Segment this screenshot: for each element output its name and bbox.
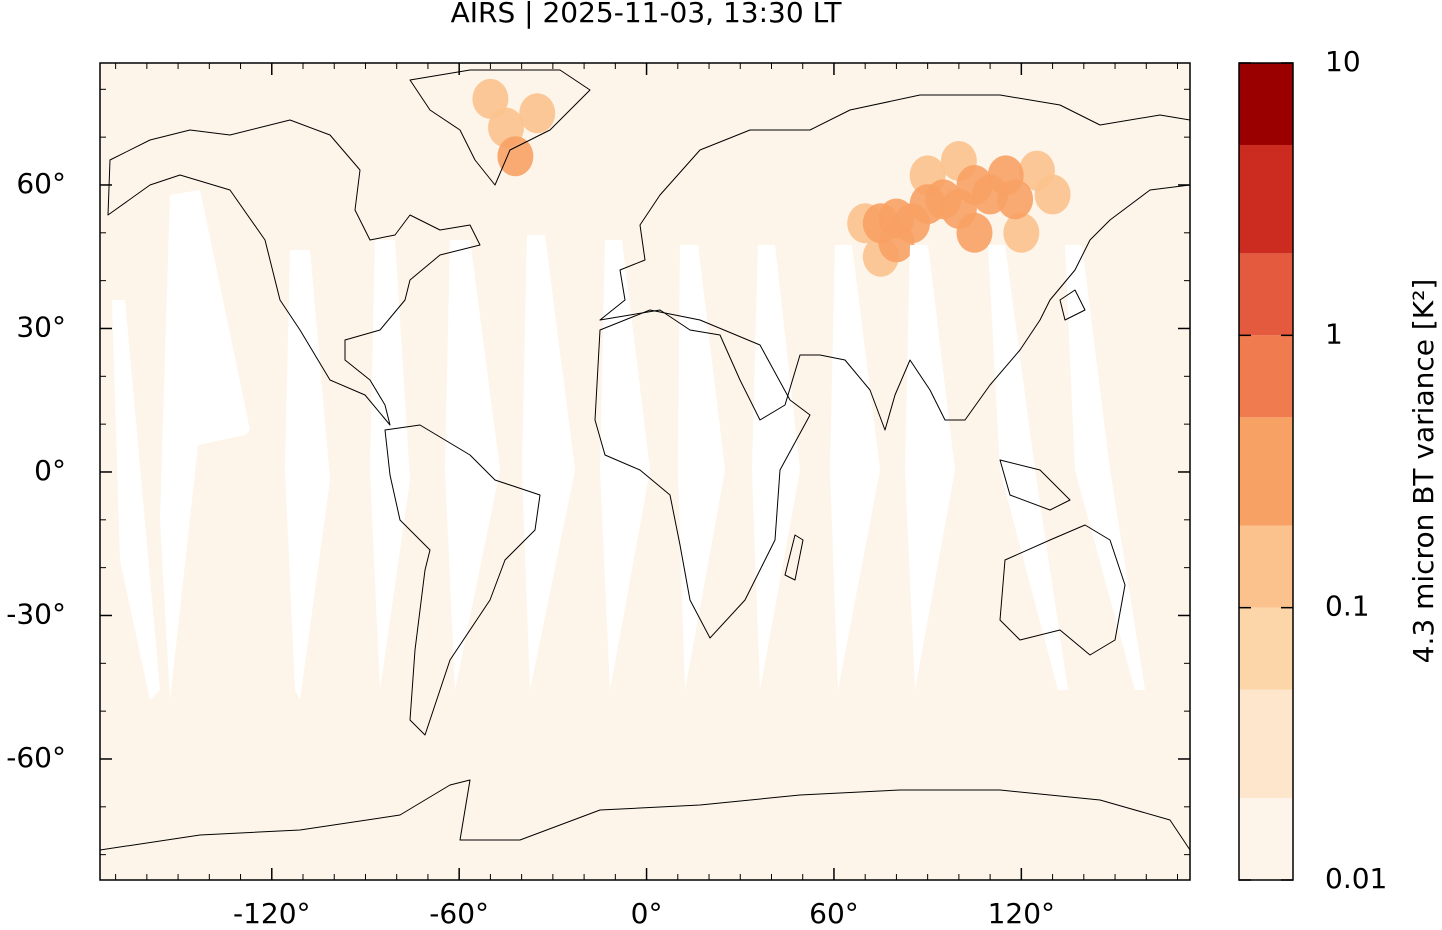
colorbar-tick-label: 0.1 xyxy=(1325,590,1370,623)
coastline xyxy=(999,459,1071,511)
coastline xyxy=(100,779,1190,851)
coastline xyxy=(594,309,811,639)
variance-hotspot xyxy=(472,78,509,119)
colorbar-band xyxy=(1239,63,1293,145)
swath-gap xyxy=(285,250,330,700)
variance-hotspot xyxy=(940,188,977,229)
colorbar-label: 4.3 micron BT variance [K²] xyxy=(1407,279,1440,664)
variance-hotspot xyxy=(894,203,931,244)
colorbar-band xyxy=(1239,798,1293,880)
swath-gap xyxy=(445,240,500,690)
swath-gap xyxy=(522,235,575,690)
colorbar-band xyxy=(1239,689,1293,799)
swath-gap xyxy=(752,245,800,690)
y-tick-label: -30° xyxy=(6,597,66,630)
coastline xyxy=(1059,289,1086,321)
coastlines xyxy=(100,69,1190,851)
y-tick-label: 60° xyxy=(16,167,66,200)
colorbar-band xyxy=(1239,417,1293,526)
swath-gap xyxy=(600,240,650,690)
colorbar-band xyxy=(1239,144,1293,254)
swath-gap xyxy=(830,245,880,690)
x-tick-label: 120° xyxy=(988,897,1055,930)
colorbar-band xyxy=(1239,253,1293,336)
colorbar-band xyxy=(1239,607,1293,690)
variance-hotspot xyxy=(1018,150,1055,191)
swath-gap xyxy=(160,190,250,700)
colorbar-tick-label: 0.01 xyxy=(1325,862,1387,895)
swath-gap xyxy=(370,240,410,690)
y-tick-label: 0° xyxy=(34,454,66,487)
coastline xyxy=(107,119,481,426)
swath-gap xyxy=(112,300,160,700)
x-tick-label: 60° xyxy=(809,897,859,930)
swath-gap xyxy=(678,245,725,690)
colorbar-frame xyxy=(1238,62,1294,881)
coastline xyxy=(384,424,541,736)
variance-hotspot xyxy=(1003,212,1040,253)
x-tick-label: -120° xyxy=(233,897,311,930)
variance-hotspot xyxy=(519,93,556,134)
colorbar-tick-label: 10 xyxy=(1325,45,1361,78)
variance-hotspot xyxy=(497,136,534,177)
coastline xyxy=(784,534,804,581)
swath-gap xyxy=(905,245,955,690)
coastline xyxy=(999,524,1126,656)
coastline xyxy=(409,69,591,186)
swath-gaps xyxy=(112,190,1145,700)
variance-hotspot xyxy=(997,179,1034,220)
x-tick-label: 0° xyxy=(631,897,663,930)
colorbar-tick-label: 1 xyxy=(1325,317,1343,350)
colorbar-band xyxy=(1239,335,1293,418)
colorbar-band xyxy=(1239,525,1293,608)
map-title: AIRS | 2025-11-03, 13:30 LT xyxy=(451,0,843,29)
y-tick-label: 30° xyxy=(16,310,66,343)
coastline xyxy=(599,94,1190,431)
swath-gap xyxy=(1065,245,1145,690)
x-tick-label: -60° xyxy=(429,897,489,930)
y-tick-label: -60° xyxy=(6,741,66,774)
